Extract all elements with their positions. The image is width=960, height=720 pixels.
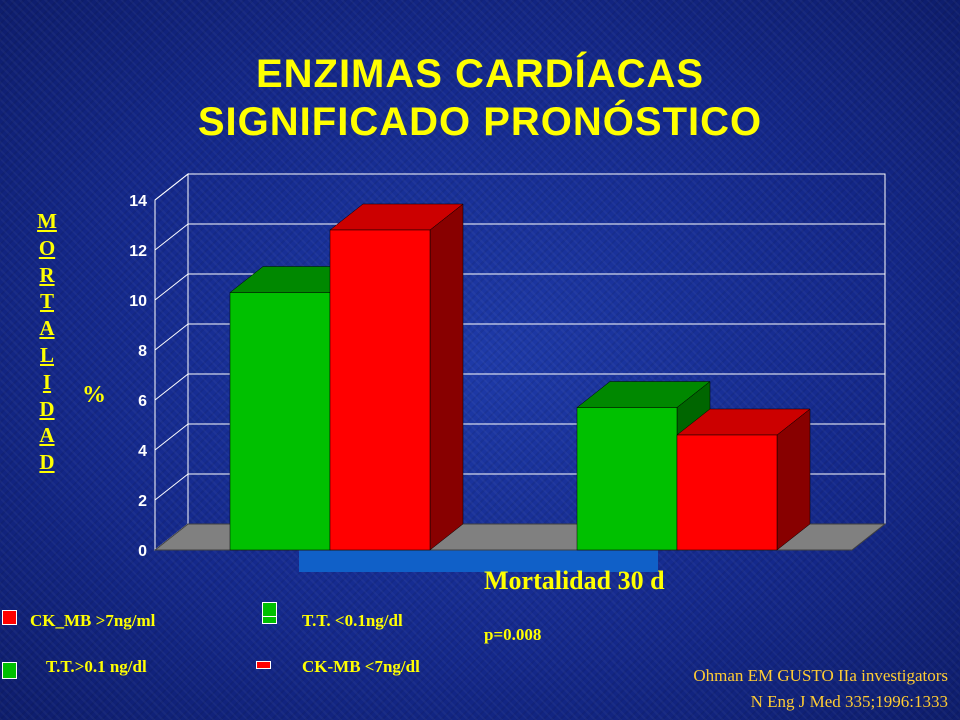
source-citation-line-2: N Eng J Med 335;1996:1333 (750, 692, 948, 711)
gridline-side (154, 473, 189, 501)
p-value-annotation: p=0.008 (484, 625, 542, 644)
legend-swatch-tt-low (262, 602, 277, 624)
gridline-side (154, 323, 189, 351)
source-citation-line-1: Ohman EM GUSTO IIa investigators (693, 666, 948, 685)
y-tick-label: 8 (138, 343, 147, 360)
legend-swatch-ckmb-high (2, 610, 17, 625)
y-axis-unit: % (82, 382, 106, 408)
legend-label-ckmb-low: CK-MB <7ng/dl (302, 657, 420, 676)
bar-green (576, 407, 678, 551)
y-tick-label: 10 (129, 293, 147, 310)
gridline-side (154, 173, 189, 201)
gridline-side (154, 273, 189, 301)
y-tick-label: 14 (129, 193, 147, 210)
x-axis-label: Mortalidad 30 d (484, 566, 665, 595)
y-axis-label: MORTALIDAD (37, 209, 57, 475)
legend-label-ckmb-high: CK_MB >7ng/ml (30, 611, 156, 630)
y-tick-label: 2 (138, 493, 147, 510)
chart-side-wall (154, 172, 189, 552)
title-line-2: SIGNIFICADO PRONÓSTICO (197, 100, 763, 144)
bar-green (229, 292, 331, 551)
y-tick-label: 6 (138, 393, 147, 410)
gridline-side (154, 373, 189, 401)
title-line-1: ENZIMAS CARDÍACAS (255, 52, 705, 96)
x-category-band (299, 550, 658, 572)
y-tick-label: 0 (138, 543, 147, 560)
y-tick-label: 4 (138, 443, 147, 460)
legend-label-tt-low: T.T. <0.1ng/dl (302, 611, 403, 630)
bar-red (676, 434, 778, 551)
legend-swatch-ckmb-low (256, 661, 271, 669)
legend-label-tt-high: T.T.>0.1 ng/dl (46, 657, 147, 676)
bar-red (329, 229, 431, 551)
gridline-side (154, 423, 189, 451)
y-tick-label: 12 (129, 243, 147, 260)
legend-swatch-tt-low-mark (262, 616, 277, 617)
bar-side-red (429, 203, 464, 551)
legend-swatch-tt-high (2, 662, 17, 679)
gridline-side (154, 223, 189, 251)
